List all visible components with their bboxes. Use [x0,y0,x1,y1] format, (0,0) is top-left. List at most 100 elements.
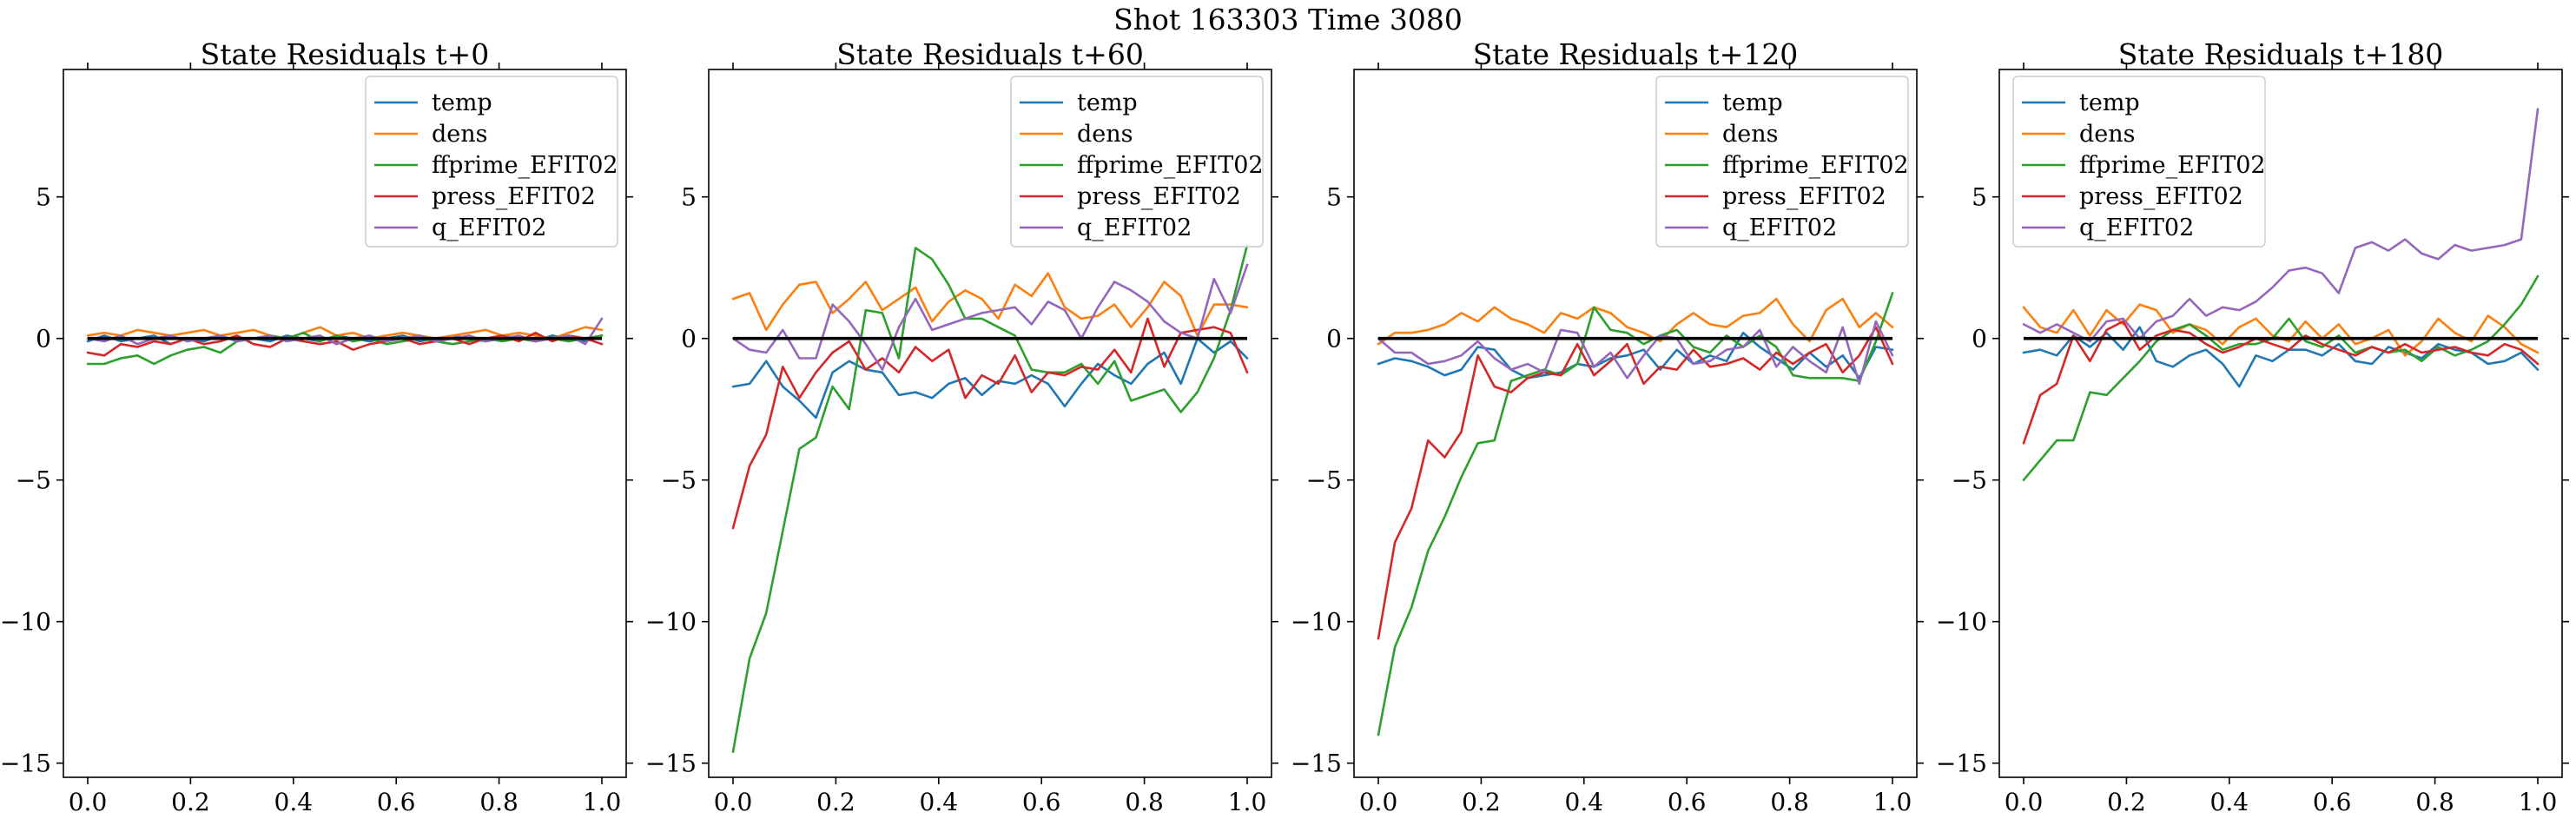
legend-label-press_EFIT02: press_EFIT02 [1722,183,1886,210]
y-tick-label: 5 [1972,183,1987,212]
y-tick-label: −5 [1952,466,1987,495]
x-tick-label: 0.8 [2415,788,2454,816]
legend-label-dens: dens [2079,121,2136,148]
legend-label-press_EFIT02: press_EFIT02 [2079,183,2243,210]
x-tick-label: 0.8 [479,788,519,816]
x-tick-label: 1.0 [1873,788,1912,816]
series-line-temp [2022,326,2540,388]
legend-frame [365,76,618,248]
series-line-press_EFIT02 [86,331,604,357]
x-tick-label: 0.4 [920,788,959,816]
legend: temp dens ffprime_EFIT02 press_EFIT02 q_EFIT… [1010,76,1264,248]
series-line-q_EFIT02 [2022,108,2540,343]
y-tick-label: 0 [1972,325,1987,353]
x-tick-label: 0.2 [816,788,855,816]
legend-frame [1010,76,1264,248]
x-tick-label: 0.2 [2107,788,2146,816]
series-line-temp [731,337,1249,419]
panel-t60: State Residuals t+60 0.0 0.2 0.4 0.6 0.8 1.0 −… [645,37,1278,816]
series-line-q_EFIT02 [1377,320,1894,386]
y-tick-label: −15 [1936,750,1987,778]
x-tick-label: 0.4 [1565,788,1604,816]
y-tick-label: 0 [36,325,51,353]
y-tick-label: −5 [661,466,697,495]
y-tick-label: −5 [1306,466,1342,495]
legend-label-ffprime_EFIT02: ffprime_EFIT02 [2079,152,2266,179]
x-tick-label: 0.6 [1668,788,1707,816]
y-tick-label: 5 [1326,183,1342,212]
y-tick-label: 0 [1326,325,1342,353]
series-line-press_EFIT02 [2022,320,2540,445]
x-tick-label: 0.2 [1462,788,1501,816]
axes-frame [1353,69,1918,778]
panel-t180: State Residuals t+180 0.0 0.2 0.4 0.6 0.8 1.0… [1936,37,2569,816]
legend-label-temp: temp [1722,89,1783,116]
legend-label-dens: dens [1722,121,1779,148]
plot-area: 0.0 0.2 0.4 0.6 0.8 1.0 −15 −10 −5 0 5 [0,63,633,816]
legend: temp dens ffprime_EFIT02 press_EFIT02 q_EFIT… [365,76,618,248]
x-tick-label: 0.8 [1125,788,1164,816]
legend: temp dens ffprime_EFIT02 press_EFIT02 q_EFIT… [2012,76,2266,248]
legend-label-press_EFIT02: press_EFIT02 [432,183,596,210]
x-tick-label: 0.0 [2005,788,2044,816]
y-tick-label: −10 [645,608,697,637]
y-tick-label: −15 [0,750,51,778]
y-tick-label: −15 [1291,750,1342,778]
axes-frame [1998,69,2563,778]
x-tick-label: 0.8 [1770,788,1809,816]
series-line-dens [731,272,1249,337]
legend-label-ffprime_EFIT02: ffprime_EFIT02 [432,152,618,179]
plot-area: 0.0 0.2 0.4 0.6 0.8 1.0 −15 −10 −5 0 5 [1291,63,1924,816]
series-line-ffprime_EFIT02 [1377,292,1894,736]
y-tick-label: 5 [681,183,697,212]
panel-title: State Residuals t+180 [2118,37,2444,71]
x-tick-label: 0.6 [1022,788,1061,816]
legend-frame [1655,76,1909,248]
y-tick-label: 5 [36,183,51,212]
x-tick-label: 0.2 [171,788,210,816]
series-line-press_EFIT02 [731,317,1249,530]
x-tick-label: 1.0 [1228,788,1267,816]
legend-label-q_EFIT02: q_EFIT02 [1722,215,1837,241]
axes-frame [708,69,1272,778]
x-tick-label: 0.6 [377,788,416,816]
y-tick-label: 0 [681,325,697,353]
x-tick-label: 1.0 [2519,788,2558,816]
plot-area: 0.0 0.2 0.4 0.6 0.8 1.0 −15 −10 −5 0 5 [645,63,1278,816]
legend-label-q_EFIT02: q_EFIT02 [2079,215,2194,241]
legend-label-press_EFIT02: press_EFIT02 [1077,183,1241,210]
legend-label-ffprime_EFIT02: ffprime_EFIT02 [1077,152,1264,179]
y-tick-label: −10 [1291,608,1342,637]
legend-frame [2012,76,2266,248]
legend-label-temp: temp [2079,89,2140,116]
series-line-dens [86,326,604,340]
legend: temp dens ffprime_EFIT02 press_EFIT02 q_EFIT… [1655,76,1909,248]
panel-title: State Residuals t+0 [201,37,490,71]
x-tick-label: 0.6 [2313,788,2352,816]
x-tick-label: 0.4 [274,788,314,816]
y-tick-label: −10 [0,608,51,637]
figure-suptitle: Shot 163303 Time 3080 [1113,3,1463,36]
legend-label-q_EFIT02: q_EFIT02 [432,215,546,241]
x-tick-label: 0.4 [2210,788,2249,816]
legend-label-ffprime_EFIT02: ffprime_EFIT02 [1722,152,1909,179]
y-tick-label: −10 [1936,608,1987,637]
axes-frame [63,69,627,778]
series-line-ffprime_EFIT02 [731,243,1249,754]
panel-title: State Residuals t+120 [1473,37,1799,71]
panel-t120: State Residuals t+120 0.0 0.2 0.4 0.6 0.8 1.0… [1291,37,1924,816]
y-tick-label: −15 [645,750,697,778]
x-tick-label: 1.0 [583,788,622,816]
legend-label-temp: temp [1077,89,1138,116]
panel-title: State Residuals t+60 [836,37,1144,71]
x-tick-label: 0.0 [714,788,753,816]
plot-area: 0.0 0.2 0.4 0.6 0.8 1.0 −15 −10 −5 0 5 [1936,63,2569,816]
x-tick-label: 0.0 [1359,788,1398,816]
legend-label-dens: dens [1077,121,1133,148]
panel-t0: State Residuals t+0 0.0 0.2 0.4 0.6 0.8 1.0 −1… [0,37,633,816]
legend-label-dens: dens [432,121,488,148]
legend-label-q_EFIT02: q_EFIT02 [1077,215,1192,241]
series-line-q_EFIT02 [731,263,1249,371]
legend-label-temp: temp [432,89,492,116]
